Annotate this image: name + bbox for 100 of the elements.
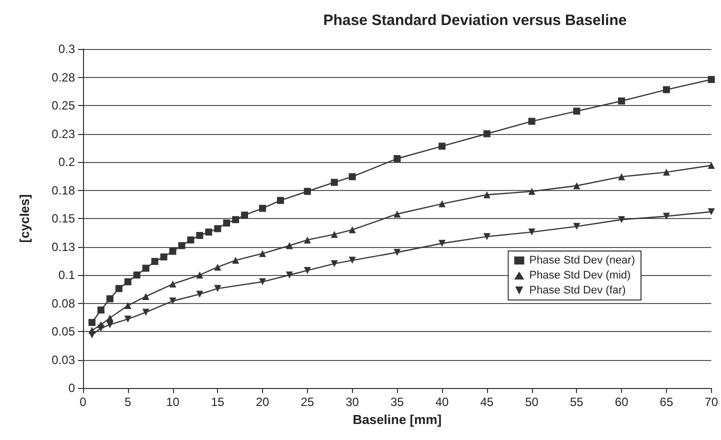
point	[330, 260, 338, 268]
y-tick-label: 0	[68, 381, 76, 395]
point	[142, 308, 150, 316]
point	[573, 182, 580, 190]
x-tick-label: 30	[346, 395, 360, 409]
point	[214, 264, 222, 271]
point	[662, 86, 670, 94]
y-tick-label: 0.03	[52, 352, 76, 367]
point	[304, 188, 311, 195]
point	[88, 331, 96, 338]
point	[483, 191, 490, 198]
point	[160, 253, 168, 260]
point	[286, 242, 293, 250]
point	[133, 272, 140, 278]
point	[438, 142, 446, 150]
y-tick-label: 0.13	[52, 240, 76, 254]
x-tick-label: 60	[614, 395, 629, 409]
point	[232, 256, 240, 264]
point	[304, 266, 311, 274]
point	[97, 306, 104, 314]
point	[618, 216, 626, 224]
point	[348, 173, 356, 180]
legend-label: Phase Std Dev (near)	[529, 254, 636, 266]
x-tick-label: 45	[480, 395, 494, 409]
point	[151, 258, 158, 265]
point	[214, 285, 222, 292]
point	[187, 236, 194, 244]
point	[205, 228, 212, 236]
point	[304, 236, 311, 244]
point	[88, 318, 96, 326]
point	[394, 155, 401, 162]
y-tick-label: 0.15	[52, 212, 76, 226]
y-tick-label: 0.2	[58, 155, 76, 169]
y-tick-label: 0.23	[52, 126, 76, 141]
point	[394, 248, 401, 256]
point	[438, 240, 446, 247]
point	[259, 204, 266, 212]
x-tick-label: 40	[435, 395, 450, 409]
point	[259, 278, 266, 286]
x-tick-label: 50	[525, 395, 539, 409]
legend-label: Phase Std Dev (far)	[529, 284, 626, 296]
x-tick-label: 35	[390, 395, 404, 409]
x-tick-label: 25	[300, 395, 314, 409]
point	[618, 97, 626, 104]
y-tick-label: 0.08	[52, 296, 76, 310]
point	[348, 226, 356, 234]
point	[528, 118, 536, 125]
x-tick-label: 20	[256, 395, 270, 409]
point	[708, 162, 715, 169]
x-tick-label: 65	[660, 395, 674, 409]
point	[124, 302, 132, 310]
point	[115, 285, 122, 292]
y-axis-title: [cycles]	[17, 194, 32, 243]
chart-title: Phase Standard Deviation versus Baseline	[323, 12, 627, 29]
point	[286, 272, 293, 278]
point	[573, 222, 580, 230]
point	[214, 225, 222, 232]
point	[348, 256, 356, 264]
point	[662, 168, 670, 176]
x-tick-label: 55	[570, 395, 584, 409]
x-tick-label: 5	[124, 395, 132, 409]
point	[124, 278, 132, 286]
point	[178, 242, 186, 250]
y-tick-label: 0.25	[52, 98, 76, 112]
point	[142, 264, 150, 272]
point	[232, 216, 240, 224]
point	[142, 292, 150, 300]
y-tick-label: 0.3	[58, 42, 76, 56]
x-axis-title: Baseline [mm]	[352, 412, 442, 427]
point	[618, 173, 626, 180]
y-tick-label: 0.05	[52, 324, 76, 338]
point	[97, 324, 104, 332]
point	[528, 188, 536, 195]
point	[196, 290, 204, 298]
y-tick-label: 0.1	[58, 268, 76, 282]
point	[708, 208, 715, 216]
point	[276, 196, 284, 204]
point	[169, 248, 176, 255]
x-tick-label: 70	[704, 395, 718, 409]
x-tick-label: 15	[210, 395, 225, 409]
point	[528, 228, 536, 236]
point	[196, 232, 204, 239]
point	[124, 316, 132, 323]
point	[223, 220, 230, 227]
x-tick-label: 10	[166, 395, 180, 409]
y-tick-label: 0.28	[52, 70, 76, 84]
point	[169, 280, 176, 288]
point	[259, 250, 266, 258]
point	[708, 76, 715, 84]
point	[169, 297, 176, 304]
point	[573, 108, 580, 115]
point	[438, 200, 446, 208]
point	[106, 295, 114, 302]
point	[662, 212, 670, 220]
point	[483, 233, 490, 240]
x-tick-label: 0	[80, 395, 87, 409]
legend-label: Phase Std Dev (mid)	[529, 270, 631, 282]
point	[394, 210, 401, 218]
point	[483, 130, 490, 138]
y-tick-label: 0.18	[52, 183, 76, 198]
